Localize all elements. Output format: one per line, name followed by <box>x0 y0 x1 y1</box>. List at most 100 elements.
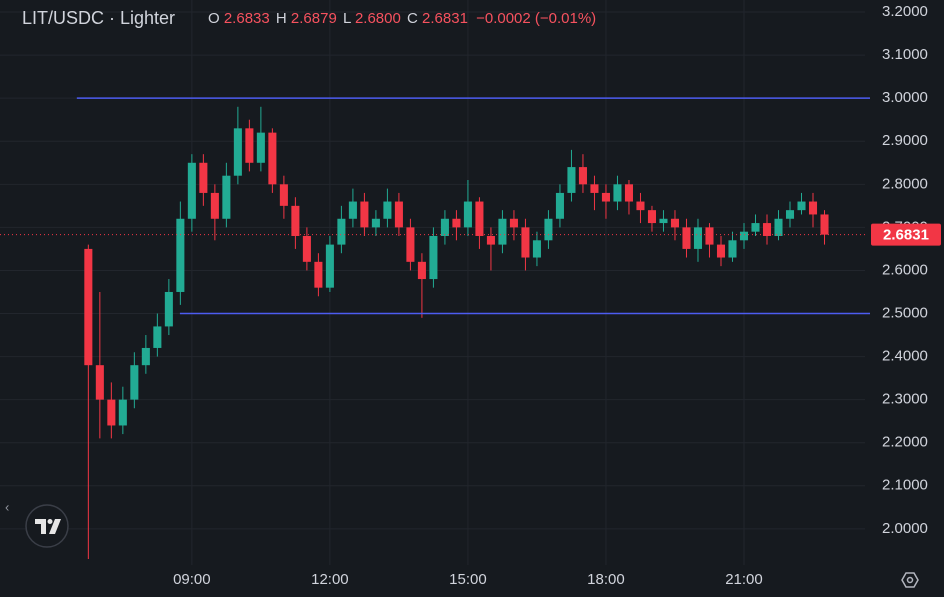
x-tick-label: 18:00 <box>587 571 625 588</box>
settings-icon[interactable] <box>901 572 919 588</box>
candle-body <box>498 218 507 245</box>
candle-body <box>532 240 541 258</box>
x-tick-label: 12:00 <box>311 571 349 588</box>
candle-body <box>84 248 93 366</box>
y-tick-label: 2.5000 <box>882 304 928 321</box>
plot <box>0 97 870 559</box>
candle-body <box>417 261 426 280</box>
y-tick-label: 3.0000 <box>882 89 928 106</box>
candle-body <box>302 235 311 262</box>
candle-body <box>256 132 265 163</box>
candle-body <box>348 201 357 219</box>
last-price-label: 2.6831 <box>883 227 929 244</box>
candle-body <box>636 201 645 211</box>
candle-body <box>95 365 104 400</box>
candle-body <box>555 192 564 219</box>
candle-body <box>291 205 300 236</box>
legend-change: −0.0002 (−0.01%) <box>476 10 596 27</box>
candle-body <box>452 218 461 228</box>
candle-body <box>820 214 829 235</box>
candle-body <box>601 192 610 202</box>
last-price-tag <box>871 223 941 246</box>
y-tick-label: 2.4000 <box>882 348 928 365</box>
candle-body <box>797 201 806 211</box>
candle-body <box>705 227 714 245</box>
candle-body <box>153 326 162 348</box>
candle-body <box>210 192 219 219</box>
legend-value: 2.6879 <box>291 10 337 27</box>
tradingview-logo[interactable] <box>25 504 69 548</box>
candle-body <box>647 210 656 224</box>
candle-body <box>107 399 116 426</box>
candle-body <box>245 128 254 163</box>
candle-body <box>521 227 530 258</box>
legend-value: 2.6833 <box>224 10 270 27</box>
chart-title: LIT/USDC · Lighter <box>22 8 175 28</box>
candle-body <box>268 132 277 185</box>
candle-body <box>509 218 518 228</box>
candle-body <box>486 235 495 245</box>
candle-body <box>118 399 127 426</box>
collapse-arrow[interactable]: ‹ <box>5 499 9 514</box>
y-tick-label: 3.1000 <box>882 46 928 63</box>
x-tick-label: 09:00 <box>173 571 211 588</box>
candle-body <box>360 201 369 228</box>
legend-value: 2.6800 <box>355 10 401 27</box>
candle-body <box>808 201 818 215</box>
candle-body <box>613 184 622 202</box>
legend-key: L <box>343 10 351 27</box>
candle-body <box>406 227 415 262</box>
candle-body <box>567 167 576 193</box>
y-tick-label: 2.3000 <box>882 391 928 408</box>
candle-body <box>233 128 242 176</box>
candle-body <box>728 240 737 258</box>
candle-body <box>222 175 231 219</box>
candle-body <box>325 244 334 288</box>
candle-body <box>624 184 633 202</box>
candle-body <box>578 167 587 185</box>
y-tick-label: 2.0000 <box>882 520 928 537</box>
candle-body <box>337 218 346 245</box>
candle-body <box>544 218 553 241</box>
candle-body <box>199 162 208 193</box>
candle-body <box>371 218 380 228</box>
candle-body <box>440 218 449 236</box>
candle-body <box>670 218 680 228</box>
candle-body <box>141 347 150 366</box>
y-tick-label: 3.2000 <box>882 3 928 20</box>
candle-body <box>383 201 392 219</box>
candle-body <box>187 162 196 219</box>
candle-body <box>751 223 760 232</box>
candle-body <box>739 231 749 241</box>
legend-key: H <box>276 10 287 27</box>
candle-body <box>130 365 139 400</box>
candle-body <box>279 184 288 206</box>
candle-body <box>774 218 783 236</box>
candle-body <box>693 227 703 249</box>
candle-body <box>659 218 668 224</box>
candle-body <box>682 227 691 249</box>
candle-body <box>176 218 185 292</box>
candle-body <box>716 244 726 258</box>
y-tick-label: 2.1000 <box>882 477 928 494</box>
candle-body <box>164 291 173 327</box>
x-tick-label: 21:00 <box>725 571 763 588</box>
candle-body <box>463 201 472 228</box>
x-tick-label: 15:00 <box>449 571 487 588</box>
candle-body <box>429 235 438 280</box>
legend-key: O <box>208 10 220 27</box>
legend-value: 2.6831 <box>422 10 468 27</box>
candle-body <box>314 261 323 288</box>
candle-body <box>785 210 795 219</box>
candle-body <box>762 223 772 236</box>
axes: 2.0000 2.1000 2.2000 2.3000 2.4000 2.5000 2.60… <box>173 3 941 588</box>
y-tick-label: 2.2000 <box>882 434 928 451</box>
y-tick-label: 2.9000 <box>882 132 928 149</box>
candle-body <box>590 184 599 193</box>
y-tick-label: 2.6000 <box>882 261 928 278</box>
y-tick-label: 2.8000 <box>882 175 928 192</box>
candle-body <box>475 201 484 236</box>
